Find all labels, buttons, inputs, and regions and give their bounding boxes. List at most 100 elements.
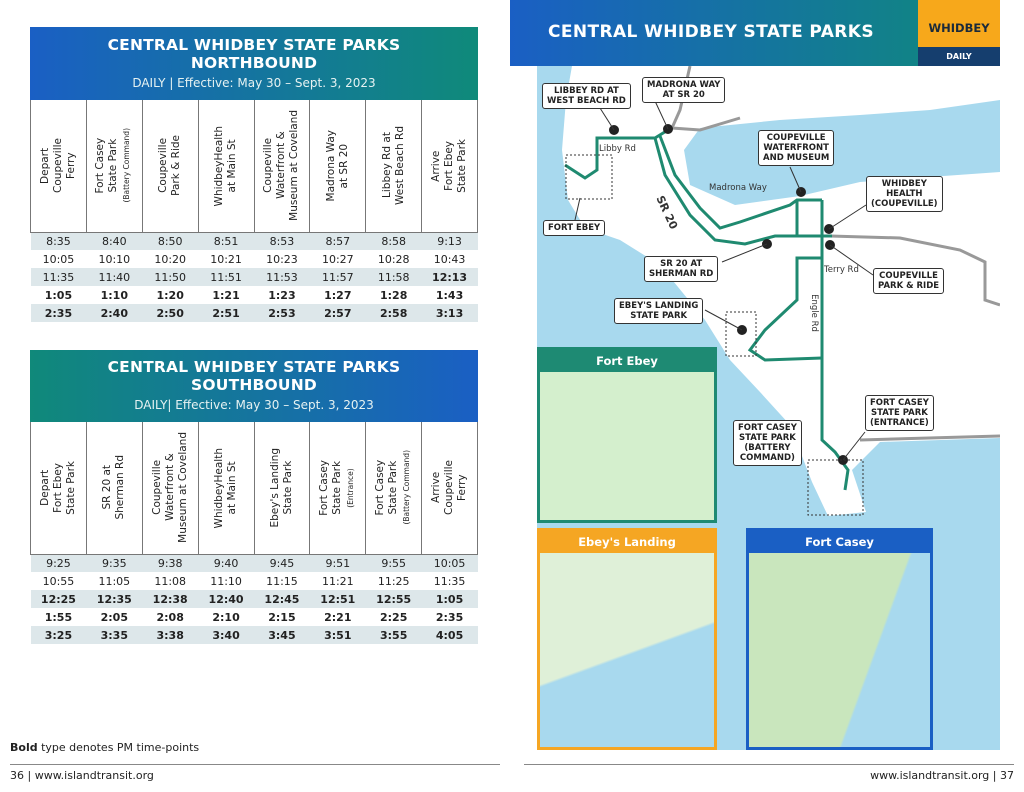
column-header-label: Arrive Fort Ebey State Park xyxy=(430,138,469,193)
time-cell: 10:55 xyxy=(42,574,75,588)
road-engle: Engle Rd xyxy=(808,294,819,332)
time-cell: 8:51 xyxy=(198,232,254,250)
time-cell: 1:27 xyxy=(324,288,352,302)
time-cell: 2:51 xyxy=(198,304,254,322)
northbound-subtitle: DAILY | Effective: May 30 – Sept. 3, 202… xyxy=(132,76,376,90)
time-cell: 11:40 xyxy=(86,268,143,286)
column-header: Fort Casey State Park (Entrance) xyxy=(309,422,367,555)
time-cell: 9:13 xyxy=(421,232,478,250)
column-header: Arrive Fort Ebey State Park xyxy=(421,100,478,233)
table-row: 11:35 11:40 11:50 11:51 11:53 11:57 11:58 12:13 xyxy=(30,268,478,286)
column-header-note: (Entrance) xyxy=(345,468,355,508)
footer-left: 36 | www.islandtransit.org xyxy=(10,769,154,782)
column-header: WhidbeyHealth at Main St xyxy=(197,100,255,233)
time-cell: 2:21 xyxy=(324,610,352,624)
map-title: CENTRAL WHIDBEY STATE PARKS xyxy=(548,22,874,42)
column-header-label: Fort Casey State Park xyxy=(94,137,120,194)
time-cell: 10:20 xyxy=(154,252,187,266)
road-libby: Libby Rd xyxy=(599,144,636,154)
table-row: 9:25 9:35 9:38 9:40 9:45 9:51 9:55 10:05 xyxy=(30,554,478,572)
label-park-ride: COUPEVILLE PARK & RIDE xyxy=(873,268,945,294)
time-cell: 2:05 xyxy=(100,610,128,624)
table-row: 10:05 10:10 10:20 10:21 10:23 10:27 10:28 10:43 xyxy=(31,250,478,268)
time-cell: 2:35 xyxy=(30,304,87,322)
label-madrona: MADRONA WAY AT SR 20 xyxy=(642,77,726,103)
table-row: 8:35 8:40 8:50 8:51 8:53 8:57 8:58 9:13 xyxy=(30,232,478,250)
column-header: Fort Casey State Park (Battery Command) xyxy=(365,422,423,555)
time-cell: 1:28 xyxy=(380,288,408,302)
table-row: 1:05 1:10 1:20 1:21 1:23 1:27 1:28 1:43 xyxy=(31,286,478,304)
column-header: Madrona Way at SR 20 xyxy=(309,100,367,233)
inset-ebeys-landing-title: Ebey's Landing xyxy=(540,531,714,553)
inset-ebeys-landing: Ebey's Landing xyxy=(537,528,717,750)
column-header-label: Arrive Coupeville Ferry xyxy=(430,460,469,516)
time-cell: 10:10 xyxy=(98,252,131,266)
time-cell: 3:51 xyxy=(309,626,366,644)
column-header: Libbey Rd at West Beach Rd xyxy=(365,100,423,233)
time-cell: 12:38 xyxy=(142,590,199,608)
time-cell: 3:13 xyxy=(421,304,478,322)
label-ebeys: EBEY'S LANDING STATE PARK xyxy=(614,298,704,324)
column-header-label: Depart Fort Ebey State Park xyxy=(38,460,77,515)
table-row: 12:25 12:35 12:38 12:40 12:45 12:51 12:55 1:05 xyxy=(30,590,478,608)
label-waterfront: COUPEVILLE WATERFRONT AND MUSEUM xyxy=(758,130,835,166)
highway-south xyxy=(859,434,1000,442)
highway-east xyxy=(829,234,1000,307)
time-cell: 11:57 xyxy=(309,268,366,286)
time-cell: 2:15 xyxy=(268,610,296,624)
label-casey-battery: FORT CASEY STATE PARK (BATTERY COMMAND) xyxy=(733,420,802,466)
time-cell: 2:40 xyxy=(86,304,143,322)
time-cell: 1:23 xyxy=(268,288,296,302)
time-cell: 3:45 xyxy=(254,626,310,644)
column-header: Fort Casey State Park (Battery Command) xyxy=(85,100,143,233)
time-cell: 2:58 xyxy=(365,304,422,322)
time-cell: 10:43 xyxy=(433,252,466,266)
pm-note-text: type denotes PM time-points xyxy=(37,741,200,754)
time-cell: 1:05 xyxy=(421,590,478,608)
column-header: Arrive Coupeville Ferry xyxy=(421,422,478,555)
time-cell: 3:35 xyxy=(86,626,143,644)
southbound-direction: SOUTHBOUND xyxy=(191,376,317,394)
time-cell: 11:05 xyxy=(98,574,131,588)
header-row: Depart Fort Ebey State Park SR 20 at Sher… xyxy=(30,422,478,555)
time-cell: 11:08 xyxy=(154,574,187,588)
time-cell: 2:57 xyxy=(309,304,366,322)
time-cell: 12:13 xyxy=(421,268,478,286)
southbound-title: CENTRAL WHIDBEY STATE PARKS xyxy=(107,358,401,376)
time-cell: 1:20 xyxy=(156,288,184,302)
time-cell: 4:05 xyxy=(421,626,478,644)
time-cell: 9:51 xyxy=(309,554,366,572)
time-cell: 11:51 xyxy=(198,268,254,286)
time-cell: 8:40 xyxy=(86,232,143,250)
column-header: Coupeville Waterfront & Museum at Covela… xyxy=(253,100,311,233)
casey-inset-marker xyxy=(807,459,864,516)
table-row: 1:55 2:05 2:08 2:10 2:15 2:21 2:25 2:35 xyxy=(31,608,478,626)
column-header-label: Fort Casey State Park xyxy=(317,459,343,516)
route-map: LIBBEY RD AT WEST BEACH RD MADRONA WAY A… xyxy=(537,66,1000,750)
time-cell: 11:50 xyxy=(142,268,199,286)
time-cell: 12:40 xyxy=(198,590,254,608)
time-cell: 12:25 xyxy=(30,590,87,608)
time-cell: 2:25 xyxy=(380,610,408,624)
fort-ebey-inset-marker xyxy=(565,154,613,200)
label-fort-ebey: FORT EBEY xyxy=(543,220,606,236)
time-cell: 10:28 xyxy=(377,252,410,266)
road-terry: Terry Rd xyxy=(824,265,859,275)
time-cell: 3:38 xyxy=(142,626,199,644)
time-cell: 11:15 xyxy=(266,574,298,588)
time-cell: 2:50 xyxy=(142,304,199,322)
time-cell: 8:50 xyxy=(142,232,199,250)
column-header-label: Madrona Way at SR 20 xyxy=(324,130,350,202)
inset-fort-casey-title: Fort Casey xyxy=(749,531,930,553)
time-cell: 12:45 xyxy=(254,590,310,608)
label-health: WHIDBEY HEALTH (COUPEVILLE) xyxy=(866,176,943,212)
time-cell: 2:08 xyxy=(156,610,184,624)
column-header-label: Coupeville Waterfront & Museum at Covela… xyxy=(150,432,189,544)
ebeys-inset-marker xyxy=(725,311,757,357)
time-cell: 1:21 xyxy=(212,288,240,302)
time-cell: 12:51 xyxy=(309,590,366,608)
header-row: Depart Coupeville Ferry Fort Casey State … xyxy=(30,100,478,233)
southbound-timetable: Depart Fort Ebey State Park SR 20 at Sher… xyxy=(30,422,478,644)
daily-badge: DAILY xyxy=(918,47,1000,66)
time-cell: 10:05 xyxy=(42,252,75,266)
